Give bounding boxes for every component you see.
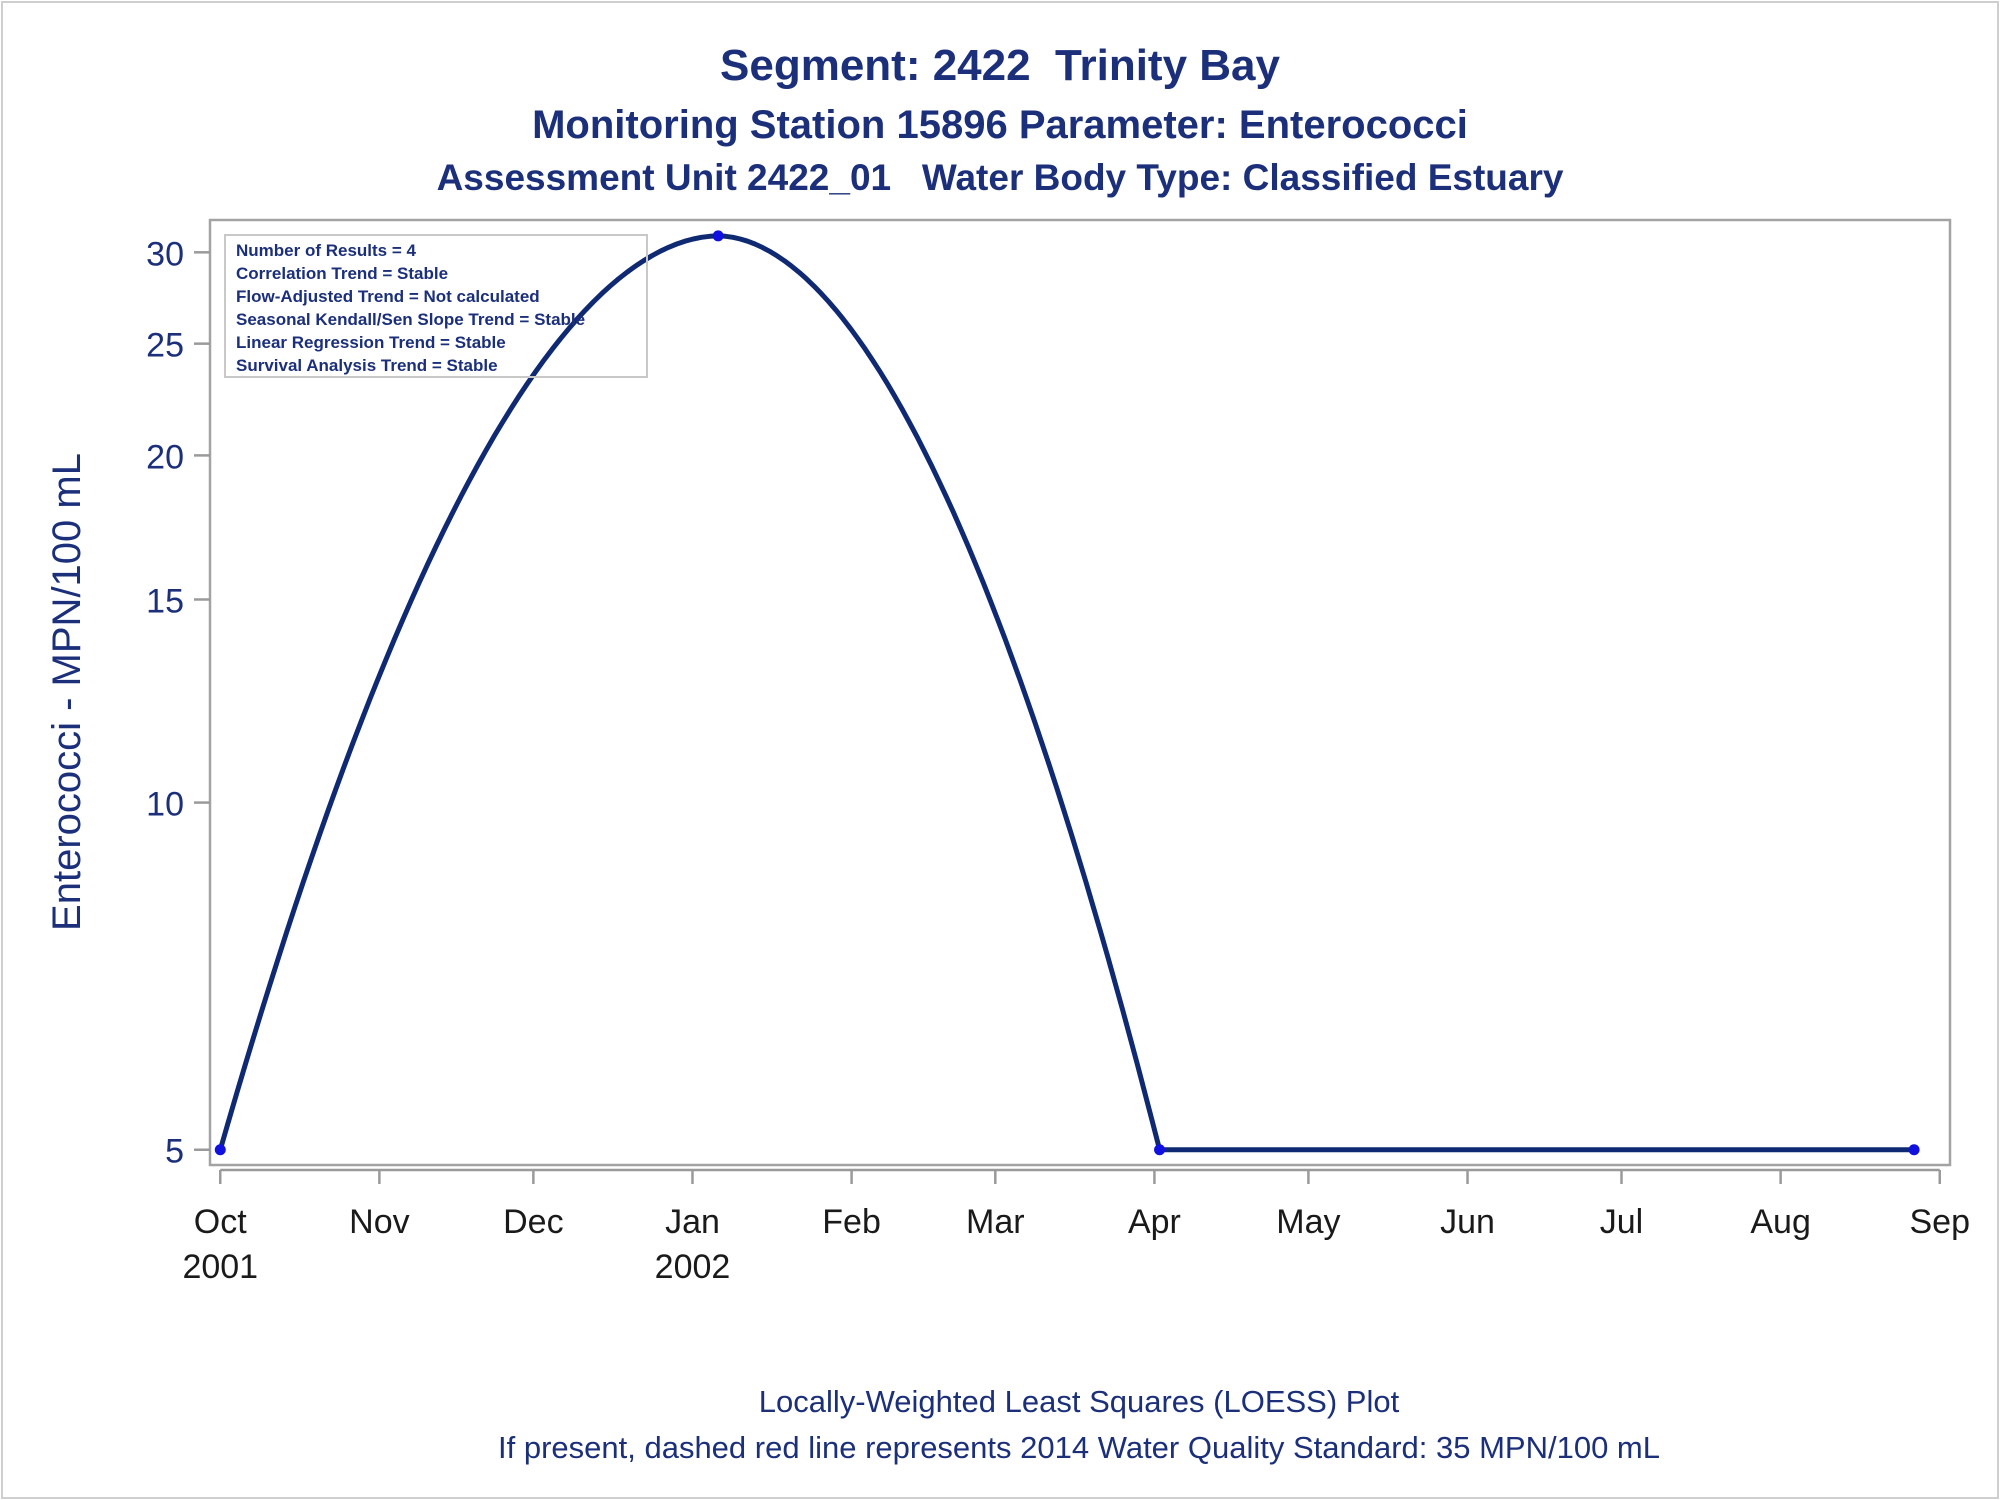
x-axis: Oct 2001 Nov Dec Jan 2002 Feb Mar Apr May Jun Jul Au…: [182, 1168, 1970, 1286]
chart-subtitle-1: Monitoring Station 15896 Parameter: Ente…: [532, 103, 1468, 147]
x-tick-label: Apr: [1128, 1203, 1181, 1241]
y-tick-label: 20: [146, 438, 184, 476]
y-tick-label: 25: [146, 327, 184, 365]
data-point: [712, 230, 724, 242]
y-tick-label: 15: [146, 582, 184, 620]
data-point: [1908, 1144, 1920, 1156]
footnote-standard: If present, dashed red line represents 2…: [498, 1430, 1660, 1465]
stats-line-linear-regression: Linear Regression Trend = Stable: [236, 333, 506, 352]
x-tick-label: Jun: [1440, 1203, 1495, 1241]
stats-line-correlation: Correlation Trend = Stable: [236, 264, 448, 283]
chart-subtitle-2: Assessment Unit 2422_01 Water Body Type:…: [437, 157, 1564, 198]
x-tick-label: May: [1276, 1203, 1340, 1241]
x-tick-label: Mar: [966, 1203, 1025, 1241]
data-point: [214, 1144, 226, 1156]
x-tick-label: Sep: [1909, 1203, 1970, 1241]
x-tick-year-label: 2001: [182, 1248, 258, 1286]
x-tick-label: Jul: [1600, 1203, 1643, 1241]
stats-line-seasonal-kendall: Seasonal Kendall/Sen Slope Trend = Stabl…: [236, 310, 585, 329]
stats-box: Number of Results = 4 Correlation Trend …: [224, 234, 648, 378]
chart-title: Segment: 2422 Trinity Bay: [720, 41, 1281, 90]
x-tick-label: Jan: [665, 1203, 720, 1241]
x-tick-year-label: 2002: [655, 1248, 731, 1286]
x-tick-label: Feb: [822, 1203, 881, 1241]
stats-line-flow-adjusted: Flow-Adjusted Trend = Not calculated: [236, 287, 540, 306]
data-points: [214, 230, 1920, 1156]
y-tick-label: 5: [165, 1133, 184, 1171]
y-axis-label: Enterococci - MPN/100 mL: [45, 453, 89, 931]
x-tick-label: Aug: [1750, 1203, 1811, 1241]
y-tick-label: 10: [146, 786, 184, 824]
data-point: [1154, 1144, 1166, 1156]
stats-line-results: Number of Results = 4: [236, 241, 417, 260]
stats-box-frame: [224, 234, 648, 378]
stats-line-survival-analysis: Survival Analysis Trend = Stable: [236, 356, 498, 375]
y-axis: 5 10 15 20 25 30: [146, 235, 210, 1171]
y-tick-label: 30: [146, 235, 184, 273]
x-tick-label: Oct: [194, 1203, 247, 1241]
x-tick-label: Dec: [503, 1203, 563, 1241]
footnote-loess: Locally-Weighted Least Squares (LOESS) P…: [759, 1384, 1400, 1419]
x-tick-label: Nov: [349, 1203, 409, 1241]
plot-area-frame: [208, 218, 1952, 1167]
